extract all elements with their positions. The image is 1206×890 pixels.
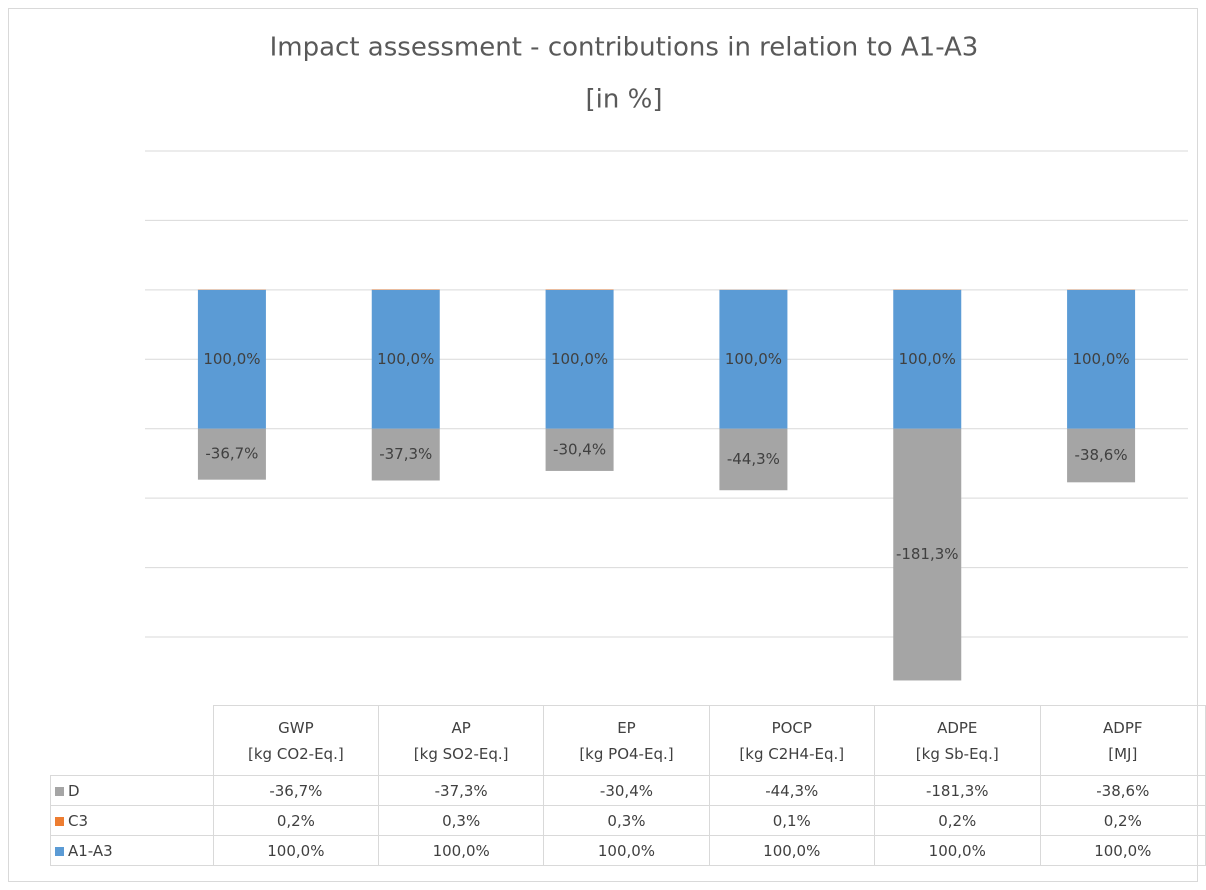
legend-cell: D: [50, 775, 214, 806]
data-label: 100,0%: [377, 350, 434, 368]
bar-segment: [719, 428, 788, 491]
table-value: 0,2%: [873, 805, 1041, 836]
bar-segment: [197, 289, 266, 429]
chart-title: Impact assessment - contributions in rel…: [270, 33, 979, 63]
data-label: -38,6%: [1075, 446, 1128, 464]
data-label: 100,0%: [551, 350, 608, 368]
data-label: -44,3%: [727, 450, 780, 468]
legend-cell: A1-A3: [50, 835, 214, 866]
table-value: -30,4%: [543, 775, 710, 806]
table-value: 100,0%: [212, 835, 380, 866]
bar-segment: [545, 289, 614, 429]
category-label: ADPF [MJ]: [1039, 705, 1206, 776]
legend-swatch: [55, 786, 64, 796]
bar-segment: [371, 428, 440, 481]
series-row: D -36,7% -37,3% -30,4% -44,3% -181,3% -38,6%: [50, 775, 1206, 806]
legend-label: A1-A3: [68, 841, 113, 860]
table-value: 100,0%: [378, 835, 545, 866]
bar-segment: [893, 428, 962, 681]
corner-cell: [50, 705, 214, 776]
legend-swatch: [55, 846, 64, 856]
data-label: -181,3%: [896, 545, 959, 563]
table-value: 0,2%: [212, 805, 380, 836]
data-label: 100,0%: [203, 350, 260, 368]
table-value: -38,6%: [1039, 775, 1206, 806]
table-value: 0,3%: [543, 805, 710, 836]
bar-segment: [893, 289, 962, 429]
table-value: 100,0%: [873, 835, 1041, 866]
table-value: 0,3%: [378, 805, 545, 836]
data-label: -37,3%: [379, 445, 432, 463]
table-value: -37,3%: [378, 775, 545, 806]
data-table: GWP [kg CO2-Eq.] AP [kg SO2-Eq.] EP [kg PO…: [50, 705, 1206, 866]
table-value: 100,0%: [543, 835, 710, 866]
bar-segment: [197, 428, 266, 480]
bar-segment: [545, 428, 614, 471]
legend-label: C3: [68, 811, 89, 830]
bar-segment: [1067, 289, 1136, 429]
table-value: -44,3%: [708, 775, 875, 806]
data-label: -36,7%: [205, 445, 258, 463]
data-label: -30,4%: [553, 440, 606, 458]
legend-cell: C3: [50, 805, 214, 836]
legend-label: D: [68, 781, 80, 800]
table-value: 100,0%: [1039, 835, 1206, 866]
data-label: 100,0%: [725, 350, 782, 368]
bar-segment: [719, 289, 788, 429]
category-label: ADPE [kg Sb-Eq.]: [873, 705, 1041, 776]
series-row: C3 0,2% 0,3% 0,3% 0,1% 0,2% 0,2%: [50, 805, 1206, 836]
table-value: 0,1%: [708, 805, 875, 836]
table-value: 100,0%: [708, 835, 875, 866]
category-label: EP [kg PO4-Eq.]: [543, 705, 710, 776]
chart-subtitle: [in %]: [586, 85, 663, 115]
table-value: -181,3%: [873, 775, 1041, 806]
legend-swatch: [55, 816, 64, 826]
data-label: 100,0%: [1072, 350, 1129, 368]
series-row: A1-A3 100,0% 100,0% 100,0% 100,0% 100,0% 100,0…: [50, 835, 1206, 866]
header-row: GWP [kg CO2-Eq.] AP [kg SO2-Eq.] EP [kg PO…: [50, 705, 1206, 776]
table-value: 0,2%: [1039, 805, 1206, 836]
chart-border: [8, 8, 1198, 882]
data-label: 100,0%: [899, 350, 956, 368]
category-label: GWP [kg CO2-Eq.]: [212, 705, 380, 776]
bar-segment: [1067, 428, 1136, 483]
category-label: AP [kg SO2-Eq.]: [378, 705, 545, 776]
category-label: POCP [kg C2H4-Eq.]: [708, 705, 875, 776]
bar-segment: [371, 289, 440, 429]
table-value: -36,7%: [212, 775, 380, 806]
